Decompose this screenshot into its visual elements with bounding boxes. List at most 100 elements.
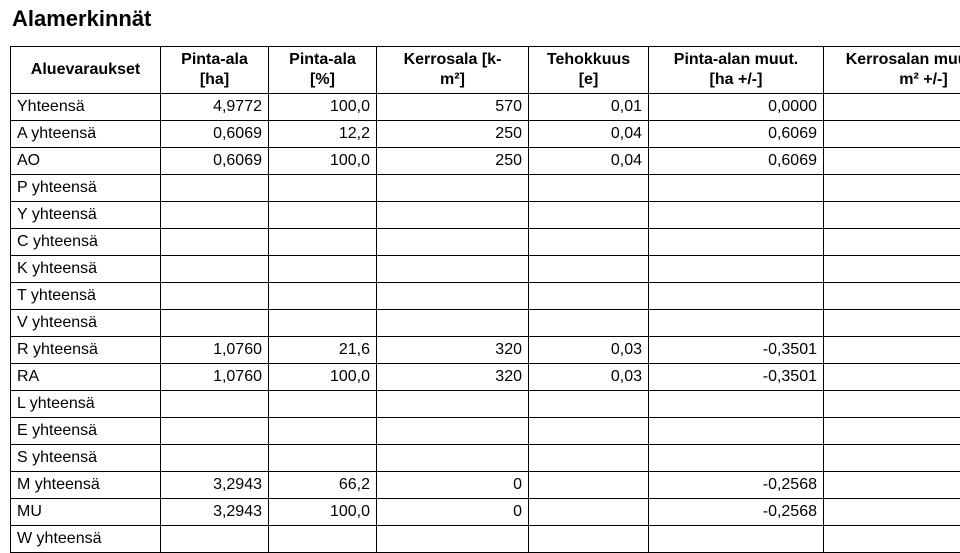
col-header-line2: m² +/-] (830, 70, 960, 90)
table-head: Aluevaraukset Pinta-ala [ha] Pinta-ala [… (11, 47, 960, 94)
cell (377, 256, 529, 283)
cell (377, 229, 529, 256)
cell (529, 175, 649, 202)
col-header: Aluevaraukset (11, 47, 161, 94)
cell: 570 (377, 94, 529, 121)
cell (377, 391, 529, 418)
cell (824, 202, 960, 229)
cell (529, 256, 649, 283)
page-title: Alamerkinnät (12, 6, 950, 32)
cell (161, 310, 269, 337)
row-label: Yhteensä (11, 94, 161, 121)
cell: -0,3501 (649, 337, 824, 364)
cell: -0,2568 (649, 499, 824, 526)
row-label: P yhteensä (11, 175, 161, 202)
row-label: S yhteensä (11, 445, 161, 472)
row-label: M yhteensä (11, 472, 161, 499)
row-label: K yhteensä (11, 256, 161, 283)
table-row: Yhteensä4,9772100,05700,010,0000210 (11, 94, 960, 121)
cell (377, 202, 529, 229)
cell (649, 391, 824, 418)
cell: 250 (824, 148, 960, 175)
cell (649, 310, 824, 337)
row-label: R yhteensä (11, 337, 161, 364)
cell (824, 229, 960, 256)
col-header-line2: m²] (383, 70, 522, 90)
cell: 0 (377, 472, 529, 499)
cell (649, 202, 824, 229)
cell (649, 256, 824, 283)
col-header-line2: [ha +/-] (655, 70, 817, 90)
col-header-line1: Pinta-ala (275, 50, 370, 70)
cell: 0,0000 (649, 94, 824, 121)
cell (377, 418, 529, 445)
cell: 1,0760 (161, 337, 269, 364)
header-row: Aluevaraukset Pinta-ala [ha] Pinta-ala [… (11, 47, 960, 94)
cell (529, 229, 649, 256)
cell (529, 445, 649, 472)
cell: 4,9772 (161, 94, 269, 121)
cell: 320 (377, 337, 529, 364)
col-header: Tehokkuus [e] (529, 47, 649, 94)
cell: 0,04 (529, 148, 649, 175)
cell: 250 (377, 121, 529, 148)
col-header: Kerrosalan muut. [k- m² +/-] (824, 47, 960, 94)
cell: 100,0 (269, 499, 377, 526)
cell (269, 175, 377, 202)
cell: 3,2943 (161, 472, 269, 499)
table-row: C yhteensä (11, 229, 960, 256)
col-header-line2: [%] (275, 70, 370, 90)
row-label: T yhteensä (11, 283, 161, 310)
table-row: T yhteensä (11, 283, 960, 310)
data-table: Aluevaraukset Pinta-ala [ha] Pinta-ala [… (10, 46, 960, 553)
col-header-line1: Aluevaraukset (17, 60, 154, 80)
cell: 0,6069 (649, 148, 824, 175)
cell (377, 310, 529, 337)
cell (529, 472, 649, 499)
row-label: Y yhteensä (11, 202, 161, 229)
cell: 3,2943 (161, 499, 269, 526)
cell: 0,01 (529, 94, 649, 121)
row-label: RA (11, 364, 161, 391)
table-row: A yhteensä0,606912,22500,040,6069250 (11, 121, 960, 148)
cell (529, 499, 649, 526)
col-header: Pinta-ala [ha] (161, 47, 269, 94)
col-header-line2: [e] (535, 70, 642, 90)
cell (161, 445, 269, 472)
table-row: AO0,6069100,02500,040,6069250 (11, 148, 960, 175)
row-label: E yhteensä (11, 418, 161, 445)
cell: 320 (377, 364, 529, 391)
table-row: K yhteensä (11, 256, 960, 283)
table-row: L yhteensä (11, 391, 960, 418)
cell: 100,0 (269, 148, 377, 175)
cell: -40 (824, 337, 960, 364)
cell: 0,04 (529, 121, 649, 148)
col-header-line1: Pinta-ala (167, 50, 262, 70)
cell (824, 175, 960, 202)
cell (161, 391, 269, 418)
col-header: Kerrosala [k- m²] (377, 47, 529, 94)
cell (649, 526, 824, 553)
cell: -0,2568 (649, 472, 824, 499)
cell (269, 256, 377, 283)
table-row: MU3,2943100,00-0,25680 (11, 499, 960, 526)
col-header-line2: [ha] (167, 70, 262, 90)
row-label: MU (11, 499, 161, 526)
cell (377, 445, 529, 472)
cell (269, 391, 377, 418)
cell: 100,0 (269, 364, 377, 391)
cell (824, 310, 960, 337)
table-row: E yhteensä (11, 418, 960, 445)
cell (824, 283, 960, 310)
table-body: Yhteensä4,9772100,05700,010,0000210A yht… (11, 94, 960, 553)
col-header: Pinta-ala [%] (269, 47, 377, 94)
cell (649, 283, 824, 310)
col-header-line1: Kerrosala [k- (383, 50, 522, 70)
cell (529, 418, 649, 445)
cell (269, 283, 377, 310)
cell: -0,3501 (649, 364, 824, 391)
cell (161, 175, 269, 202)
row-label: W yhteensä (11, 526, 161, 553)
row-label: A yhteensä (11, 121, 161, 148)
cell (269, 310, 377, 337)
